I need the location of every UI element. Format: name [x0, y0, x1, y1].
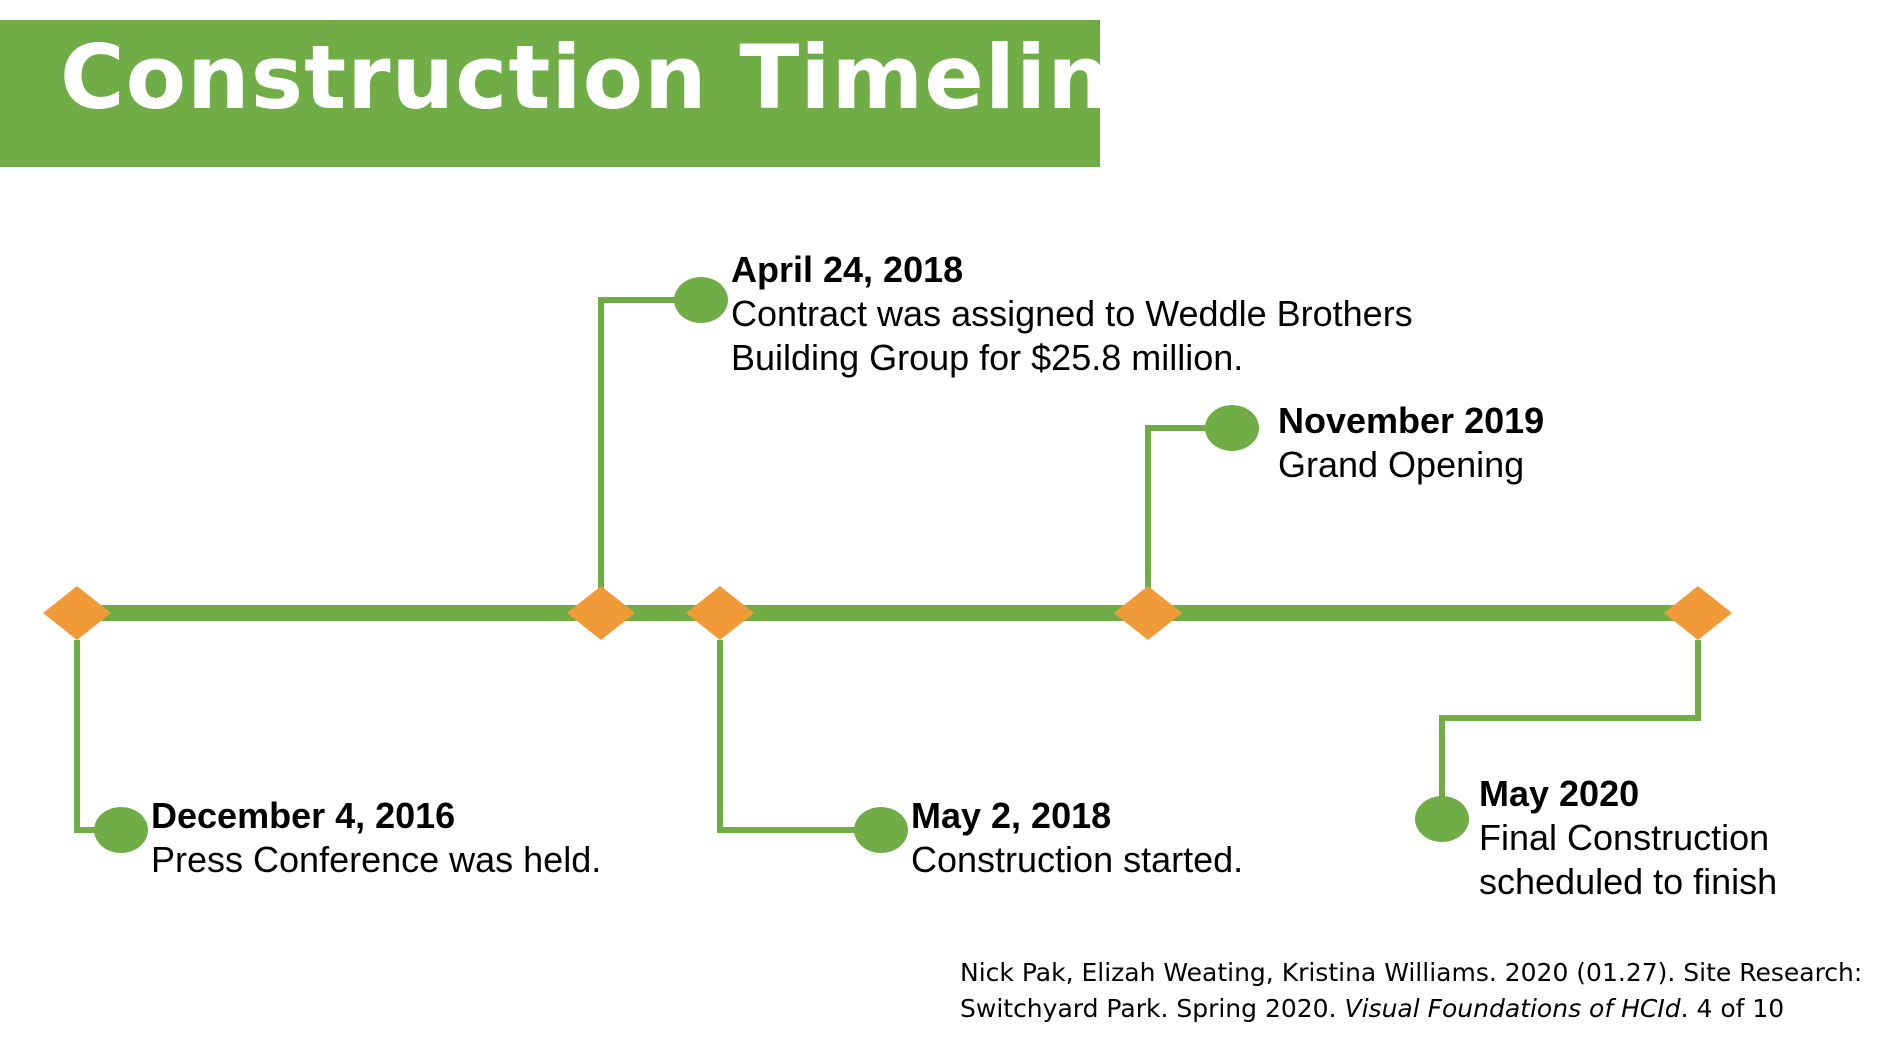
event-dot [1205, 405, 1259, 451]
event-dot [854, 807, 908, 853]
event-dot [94, 807, 148, 853]
connector-event-4 [1145, 425, 1230, 590]
event-dot [674, 277, 728, 323]
event-1: December 4, 2016 Press Conference was he… [151, 794, 601, 882]
event-date: November 2019 [1278, 400, 1545, 441]
event-2: April 24, 2018 Contract was assigned to … [731, 248, 1413, 380]
event-description: Final Construction [1479, 817, 1770, 858]
event-description: scheduled to finish [1479, 861, 1778, 902]
event-description: Construction started. [911, 839, 1244, 880]
milestone-diamond [43, 586, 111, 640]
milestone-diamond [1664, 586, 1732, 640]
event-date: May 2, 2018 [911, 795, 1112, 836]
citation: Nick Pak, Elizah Weating, Kristina Willi… [960, 955, 1862, 1027]
title-banner [0, 20, 1100, 167]
event-5: May 2020 Final Construction scheduled to… [1479, 772, 1777, 904]
citation-page: . 4 of 10 [1680, 994, 1785, 1023]
event-4: November 2019 Grand Opening [1278, 399, 1544, 487]
event-3: May 2, 2018 Construction started. [911, 794, 1243, 882]
connector-event-1 [74, 640, 120, 833]
event-description: Press Conference was held. [151, 839, 602, 880]
citation-course: Visual Foundations of HCId [1344, 994, 1681, 1023]
milestone-diamond [567, 586, 635, 640]
event-description: Building Group for $25.8 million. [731, 337, 1244, 378]
milestone-diamond [1114, 586, 1182, 640]
citation-line-2: Switchyard Park. Spring 2020. Visual Fou… [960, 991, 1862, 1027]
event-description: Grand Opening [1278, 444, 1525, 485]
event-date: April 24, 2018 [731, 249, 964, 290]
connector-event-2 [598, 297, 680, 590]
connector-event-3 [717, 640, 860, 833]
citation-source: Switchyard Park. Spring 2020. [960, 994, 1345, 1023]
event-dot [1415, 796, 1469, 842]
event-date: May 2020 [1479, 773, 1640, 814]
page-title: Construction Timeline [60, 26, 1172, 129]
event-description: Contract was assigned to Weddle Brothers [731, 293, 1413, 334]
citation-line-1: Nick Pak, Elizah Weating, Kristina Willi… [960, 958, 1863, 987]
connector-event-5 [1439, 640, 1701, 818]
event-date: December 4, 2016 [151, 795, 456, 836]
milestone-diamond [686, 586, 754, 640]
